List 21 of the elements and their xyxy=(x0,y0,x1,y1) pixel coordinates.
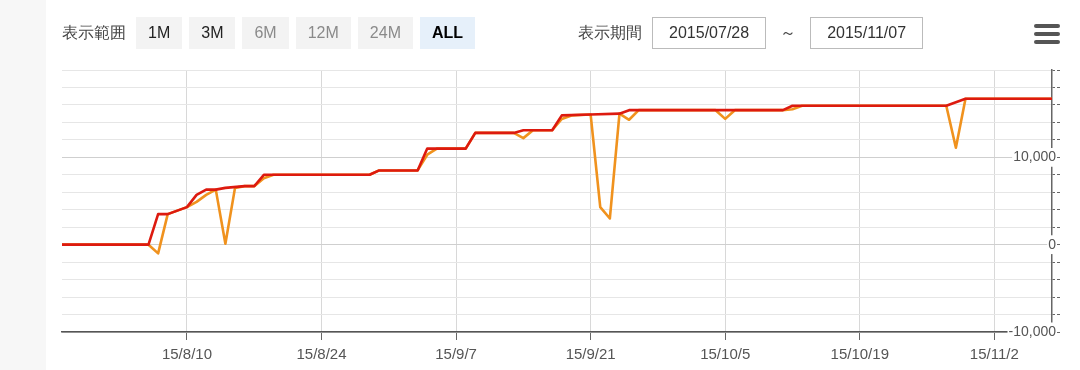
text: 表示範囲 xyxy=(62,22,126,43)
text: 24M xyxy=(357,17,413,49)
x-tick-label: 15/10/19 xyxy=(830,345,889,363)
x-tick-label: 15/9/21 xyxy=(565,345,616,363)
text: 2015/11/07 xyxy=(810,17,924,49)
y-tick-label: 0 xyxy=(1048,235,1057,252)
text: ～ xyxy=(780,22,797,43)
x-tick-label: 15/8/10 xyxy=(161,345,212,363)
text: 3M xyxy=(189,17,236,49)
text: ALL xyxy=(419,17,476,49)
text: 2015/07/28 xyxy=(652,17,767,49)
text: 12M xyxy=(295,17,351,49)
y-tick-label: 10,000 xyxy=(1013,148,1057,165)
x-tick-label: 15/10/5 xyxy=(700,345,751,363)
x-tick-label: 15/9/7 xyxy=(435,345,477,363)
text: 6M xyxy=(242,17,289,49)
text: 1M xyxy=(136,17,183,49)
x-tick-label: 15/11/2 xyxy=(969,345,1019,363)
text: 表示期間 xyxy=(578,22,643,43)
y-tick-label: -10,000 xyxy=(1008,322,1057,339)
x-tick-label: 15/8/24 xyxy=(296,345,347,363)
